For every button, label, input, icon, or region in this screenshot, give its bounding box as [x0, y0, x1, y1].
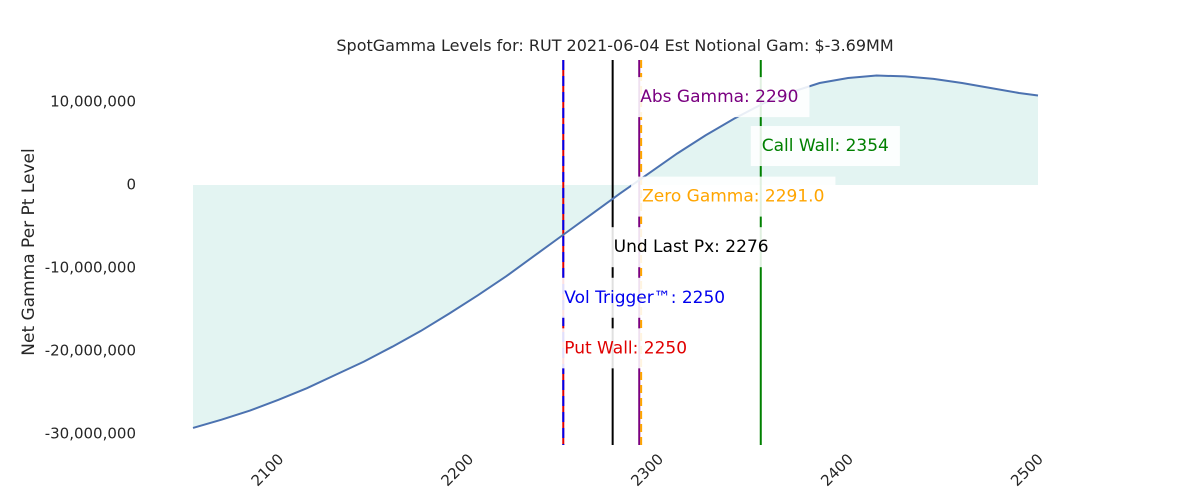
net-gamma-line — [192, 74, 1039, 429]
y-tick-label: -10,000,000 — [45, 258, 136, 276]
zero-gamma-label: Zero Gamma: 2291.0 — [642, 187, 824, 207]
spot-annotation: Und Last Px: 2276 — [602, 227, 780, 268]
spot-label: Und Last Px: 2276 — [614, 237, 769, 257]
x-tick-label: 2500 — [1007, 450, 1047, 490]
x-tick-label: 2400 — [817, 450, 857, 490]
y-tick-label: -30,000,000 — [45, 424, 136, 442]
x-axis: 2100 2200 2300 2400 2500 — [248, 450, 1047, 490]
vol-trigger-label-box — [553, 277, 737, 318]
x-tick-label: 2200 — [437, 450, 477, 490]
vol-trigger-annotation: Vol Trigger™: 2250 — [553, 277, 737, 318]
zero-gamma-label-box — [631, 176, 836, 217]
call-wall-label: Call Wall: 2354 — [762, 136, 889, 156]
y-tick-label: 10,000,000 — [50, 93, 136, 111]
spot-label-box — [602, 227, 780, 268]
put-wall-label: Put Wall: 2250 — [564, 338, 687, 358]
y-tick-label: -20,000,000 — [45, 341, 136, 359]
y-tick-label: 0 — [126, 176, 136, 194]
put-wall-annotation: Put Wall: 2250 — [553, 328, 699, 369]
x-tick-label: 2100 — [248, 450, 288, 490]
y-axis-label: Net Gamma Per Pt Level — [19, 148, 39, 355]
y-axis: 10,000,000 0 -10,000,000 -20,000,000 -30,000… — [45, 93, 136, 443]
x-tick-label: 2300 — [627, 450, 667, 490]
call-wall-label-box — [750, 126, 900, 167]
vol-trigger-label: Vol Trigger™: 2250 — [564, 288, 725, 308]
abs-gamma-annotation: Abs Gamma: 2290 — [629, 77, 810, 118]
plot-area: Put Wall: 2250 Vol Trigger™: 2250 Und Last… — [192, 60, 1039, 445]
chart-title: SpotGamma Levels for: RUT 2021-06-04 Est… — [336, 36, 893, 55]
abs-gamma-label: Abs Gamma: 2290 — [640, 87, 798, 107]
put-wall-label-box — [553, 328, 699, 369]
abs-gamma-label-box — [629, 77, 810, 118]
zero-gamma-annotation: Zero Gamma: 2291.0 — [631, 176, 836, 217]
call-wall-annotation: Call Wall: 2354 — [750, 126, 900, 167]
